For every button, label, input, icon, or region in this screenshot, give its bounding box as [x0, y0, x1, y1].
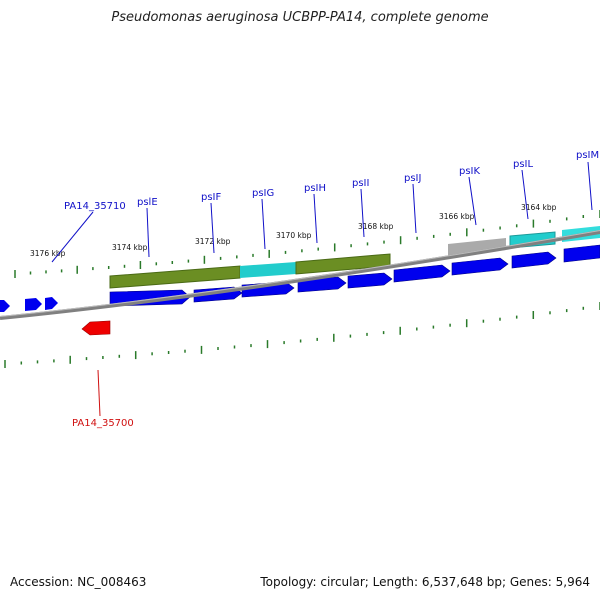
backbone-highlight — [0, 230, 600, 317]
cds-arrow-psIM — [563, 244, 600, 263]
gene-label-group: PA14_35710 pslE psIF psIG psIH psII psIJ… — [64, 150, 599, 429]
gene-leader-lines — [51, 161, 593, 417]
kbp-label-3164: 3164 kbp — [521, 203, 557, 212]
leader-PA14_35710 — [51, 211, 94, 263]
cds-arrow-psII — [347, 272, 393, 289]
cds-arrow-psIK — [451, 257, 509, 276]
gene-label-psIH: psIH — [304, 183, 326, 194]
kbp-label-3168: 3168 kbp — [358, 222, 394, 231]
gene-label-PA14_35700: PA14_35700 — [72, 418, 134, 429]
map-title: Pseudomonas aeruginosa UCBPP-PA14, compl… — [111, 10, 489, 25]
cds-arrow-left-3 — [45, 297, 58, 310]
gene-label-pslE: pslE — [137, 197, 158, 208]
leader-psIG — [261, 198, 266, 250]
topology-text: Topology: circular; Length: 6,537,648 bp… — [260, 575, 590, 589]
gene-label-psIG: psIG — [252, 188, 274, 199]
band-olive-2 — [295, 253, 391, 275]
accession-text: Accession: NC_008463 — [10, 575, 147, 589]
cds-arrow-left-1 — [0, 300, 10, 312]
leader-psIJ — [412, 183, 417, 234]
leader-PA14_35700 — [97, 369, 101, 417]
leader-psIF — [210, 202, 215, 254]
leader-pslE — [146, 207, 150, 258]
genome-backbone — [0, 230, 600, 320]
band-cyan-1 — [240, 262, 296, 278]
cds-arrow-PA14_35700 — [81, 320, 111, 336]
cds-arrow-psIJ — [393, 264, 451, 283]
outer-tick-ring — [14, 210, 600, 278]
kbp-label-3172: 3172 kbp — [195, 237, 231, 246]
kbp-labels: 3176 kbp 3174 kbp 3172 kbp 3170 kbp 3168… — [30, 203, 557, 258]
gene-label-psIJ: psIJ — [404, 173, 421, 184]
band-olive-1 — [109, 265, 241, 289]
gene-label-psIF: psIF — [201, 192, 222, 203]
gene-label-psIL: psIL — [513, 159, 534, 170]
gene-label-psIK: psIK — [459, 166, 481, 177]
cds-arrow-left-2 — [25, 298, 42, 311]
leader-psIL — [521, 169, 529, 220]
cds-arrow-psIL — [511, 251, 557, 269]
kbp-label-3166: 3166 kbp — [439, 212, 475, 221]
kbp-label-3176: 3176 kbp — [30, 249, 66, 258]
inner-tick-ring — [4, 302, 600, 368]
leader-psII — [360, 188, 365, 238]
leader-psIH — [313, 193, 318, 244]
kbp-label-3174: 3174 kbp — [112, 243, 148, 252]
leader-psIM — [587, 161, 593, 211]
gene-label-psII: psII — [352, 178, 369, 189]
leader-psIK — [468, 176, 477, 226]
gene-label-PA14_35710: PA14_35710 — [64, 201, 126, 212]
kbp-label-3170: 3170 kbp — [276, 231, 312, 240]
gene-label-psIM: psIM — [576, 150, 599, 161]
